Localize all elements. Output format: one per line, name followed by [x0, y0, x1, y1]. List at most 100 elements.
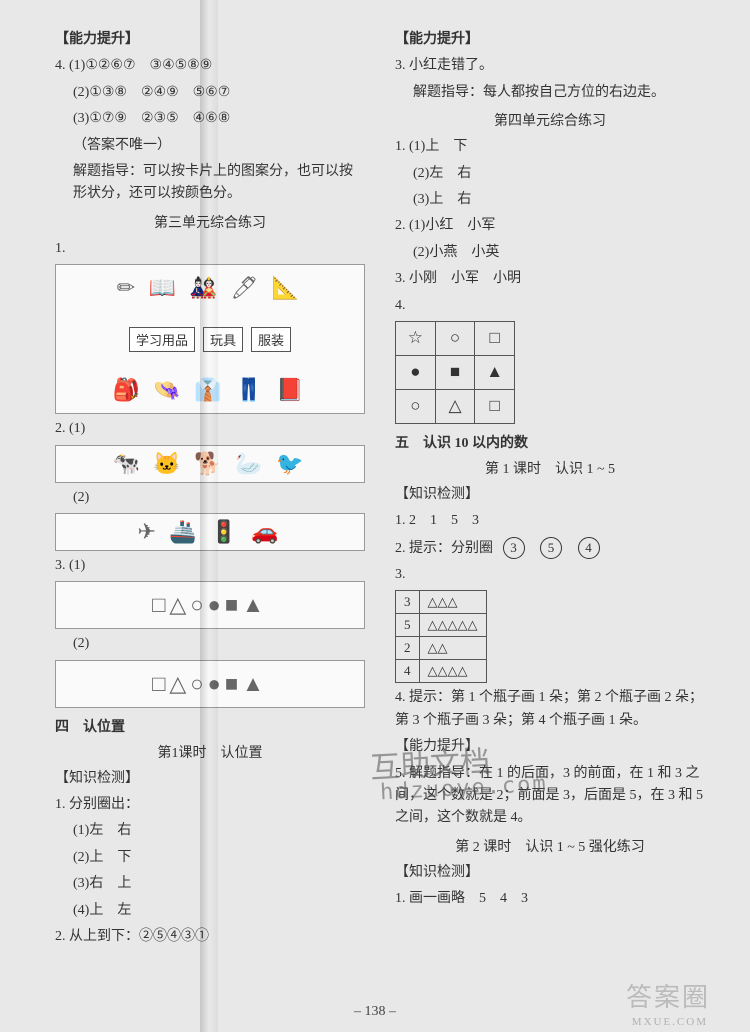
table-cell: △△△ [419, 591, 486, 614]
q1-number: 1. [55, 238, 365, 260]
q3-shapes1: □△○●■▲ [152, 592, 268, 618]
q3-sub2: (2) [73, 633, 365, 655]
grid-cell: ● [396, 355, 436, 389]
table-cell: 5 [396, 614, 420, 637]
q1-figure: ✏ 📖 🎎 🖊 📐 学习用品 玩具 服装 🎒 👒 👔 👖 📕 [55, 264, 365, 414]
u4q1-r3: (3)上 右 [413, 189, 705, 211]
q2-fig2: ✈ 🚢 🚦 🚗 [55, 513, 365, 551]
q1-icons-top: ✏ 📖 🎎 🖊 📐 [117, 275, 304, 301]
knowledge-heading-r2: 【知识检测】 [395, 862, 705, 884]
circled-number: 4 [578, 537, 600, 559]
u4q1-row: 1. (1)上 下 [395, 136, 705, 158]
q1-label-3: 服装 [251, 327, 291, 352]
u4q2-r1: (1)小红 小军 [409, 218, 495, 233]
section4-title: 四 认位置 [55, 716, 365, 736]
s4q1-r4: (4)上 左 [73, 900, 365, 922]
s4q1-number: 1. [55, 797, 66, 812]
s5bq1-row: 1. 画一画略 5 4 3 [395, 888, 705, 910]
q2-icons1: 🐄 🐱 🐕 🦢 🐦 [113, 451, 308, 477]
table-cell: △△△△△ [419, 614, 486, 637]
s4q1-r2: (2)上 下 [73, 847, 365, 869]
table-cell: 3 [396, 591, 420, 614]
s5bq1-number: 1. [395, 891, 406, 906]
section5-sub2: 第 2 课时 认识 1 ~ 5 强化练习 [395, 836, 705, 856]
grid-cell: ○ [396, 389, 436, 423]
rq3-text: 小红走错了。 [409, 58, 493, 73]
s4q2-number: 2. [55, 929, 66, 944]
q4-note: （答案不唯一） [73, 135, 365, 157]
rq3-guide: 解题指导：每人都按自己方位的右边走。 [413, 82, 705, 104]
q4-r3: (3)①⑦⑨ ②③⑤ ④⑥⑧ [73, 108, 365, 130]
s5q4-number: 4. [395, 690, 406, 705]
left-column: 【能力提升】 4. (1)①②⑥⑦ ③④⑤⑧⑨ (2)①③⑧ ②④⑨ ⑤⑥⑦ (… [55, 25, 365, 952]
ability-heading-r2: 【能力提升】 [395, 736, 705, 758]
q2-sub1: (1) [69, 421, 85, 436]
section5-title: 五 认识 10 以内的数 [395, 432, 705, 452]
u4q1-r1: (1)上 下 [409, 139, 467, 154]
s5q3-number: 3. [395, 564, 705, 586]
u4q4-number: 4. [395, 295, 705, 317]
grid-cell: △ [435, 389, 475, 423]
s4q2-row: 2. 从上到下：②⑤④③① [55, 926, 365, 948]
u4q3-text: 小刚 小军 小明 [409, 271, 521, 286]
s5q4-row: 4. 提示：第 1 个瓶子画 1 朵；第 2 个瓶子画 2 朵；第 3 个瓶子画… [395, 687, 705, 732]
s4q1-r1: (1)左 右 [73, 820, 365, 842]
q3-sub1: (1) [69, 558, 85, 573]
s5bq1-text: 画一画略 5 4 3 [409, 891, 528, 906]
table-cell: △△△△ [419, 660, 486, 683]
q1-label-2: 玩具 [203, 327, 243, 352]
q4-guide: 解题指导：可以按卡片上的图案分，也可以按形状分，还可以按颜色分。 [73, 161, 365, 206]
s5q5-text: 解题指导：在 1 的后面，3 的前面，在 1 和 3 之间，这个数就是 2；前面… [395, 766, 703, 826]
q4-number: 4. [55, 58, 66, 73]
q2-sub2: (2) [73, 487, 365, 509]
s4q2-text: 从上到下：②⑤④③① [69, 929, 209, 944]
table-cell: 4 [396, 660, 420, 683]
s5q5-row: 5. 解题指导：在 1 的后面，3 的前面，在 1 和 3 之间，这个数就是 2… [395, 763, 705, 830]
grid-cell: ■ [435, 355, 475, 389]
circled-number: 3 [503, 537, 525, 559]
section5-sub: 第 1 课时 认识 1 ~ 5 [395, 458, 705, 478]
s5q1-number: 1. [395, 513, 406, 528]
table-cell: 2 [396, 637, 420, 660]
q2-number: 2. [55, 421, 66, 436]
u4q3-number: 3. [395, 271, 406, 286]
q4-r1: (1)①②⑥⑦ ③④⑤⑧⑨ [69, 58, 212, 73]
right-column: 【能力提升】 3. 小红走错了。 解题指导：每人都按自己方位的右边走。 第四单元… [395, 25, 705, 952]
rq3-number: 3. [395, 58, 406, 73]
s5q4-text: 提示：第 1 个瓶子画 1 朵；第 2 个瓶子画 2 朵；第 3 个瓶子画 3 … [395, 690, 703, 727]
s5q1-row: 1. 2 1 5 3 [395, 510, 705, 532]
q3-row: 3. (1) [55, 555, 365, 577]
q2-icons2: ✈ 🚢 🚦 🚗 [137, 519, 282, 545]
page-columns: 【能力提升】 4. (1)①②⑥⑦ ③④⑤⑧⑨ (2)①③⑧ ②④⑨ ⑤⑥⑦ (… [55, 25, 705, 952]
q1-icons-bottom: 🎒 👒 👔 👖 📕 [113, 377, 308, 403]
grid-cell: ○ [435, 321, 475, 355]
u4q2-number: 2. [395, 218, 406, 233]
s5q2-number: 2. [395, 541, 406, 556]
q4-row1: 4. (1)①②⑥⑦ ③④⑤⑧⑨ [55, 55, 365, 77]
s4q1-lead: 分别圈出： [69, 797, 139, 812]
u4q1-number: 1. [395, 139, 406, 154]
q3-shapes2: □△○●■▲ [152, 671, 268, 697]
s5q5-number: 5. [395, 766, 406, 781]
table-cell: △△ [419, 637, 486, 660]
grid-cell: □ [475, 389, 515, 423]
q2-row: 2. (1) [55, 418, 365, 440]
ability-heading: 【能力提升】 [55, 29, 365, 51]
s5q3-table: 3△△△ 5△△△△△ 2△△ 4△△△△ [395, 590, 487, 683]
unit4-title: 第四单元综合练习 [395, 110, 705, 130]
ability-heading-r: 【能力提升】 [395, 29, 705, 51]
unit3-title: 第三单元综合练习 [55, 212, 365, 232]
u4q1-r2: (2)左 右 [413, 163, 705, 185]
s5q1-text: 2 1 5 3 [409, 513, 479, 528]
q1-label-row: 学习用品 玩具 服装 [129, 327, 291, 352]
s4q1-row: 1. 分别圈出： [55, 794, 365, 816]
grid-cell: ▲ [475, 355, 515, 389]
page-number: – 138 – [0, 1004, 750, 1020]
circled-number: 5 [540, 537, 562, 559]
u4q2-row: 2. (1)小红 小军 [395, 215, 705, 237]
section4-sub: 第1课时 认位置 [55, 742, 365, 762]
q3-number: 3. [55, 558, 66, 573]
knowledge-heading-r: 【知识检测】 [395, 484, 705, 506]
q3-fig2: □△○●■▲ [55, 660, 365, 708]
q1-label-1: 学习用品 [129, 327, 195, 352]
